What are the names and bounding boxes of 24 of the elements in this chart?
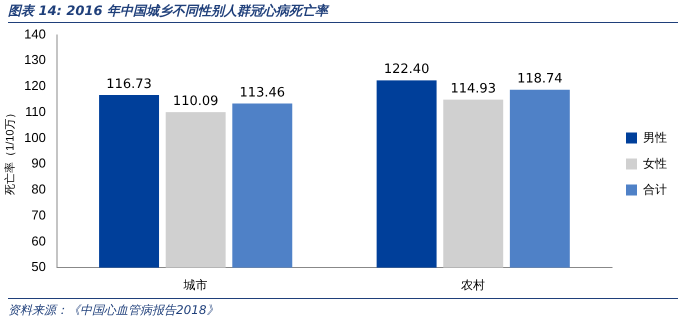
legend-label: 合计 [643,182,667,196]
y-tick-label: 50 [31,259,46,274]
text: 114.93 [450,82,496,97]
text: 资料来源：《中国心血管病报告2018》 [8,298,678,319]
x-tick-label: 城市 [182,278,208,292]
y-tick-label: 70 [31,207,46,222]
y-tick-label: 80 [31,182,46,197]
text: 122.40 [384,62,430,78]
y-tick-label: 120 [24,78,46,94]
y-tick-label: 140 [24,26,46,42]
x-tick-label: 农村 [461,278,486,292]
y-tick-label: 100 [24,130,46,145]
legend-label: 男性 [643,130,667,144]
text: 118.74 [517,72,563,87]
legend-label: 女性 [643,156,667,170]
text: 110.09 [172,94,218,110]
text: 113.46 [240,85,286,100]
y-tick-label: 110 [25,104,46,119]
y-axis-title: 死亡率（1/10万） [4,107,17,195]
y-tick-label: 130 [24,52,46,68]
chart-title: 图表 14: 2016 年中国城乡不同性别人群冠心病死亡率 [8,2,678,23]
text: 116.73 [106,76,152,92]
y-tick-label: 90 [31,156,46,171]
y-tick-label: 60 [31,233,46,248]
